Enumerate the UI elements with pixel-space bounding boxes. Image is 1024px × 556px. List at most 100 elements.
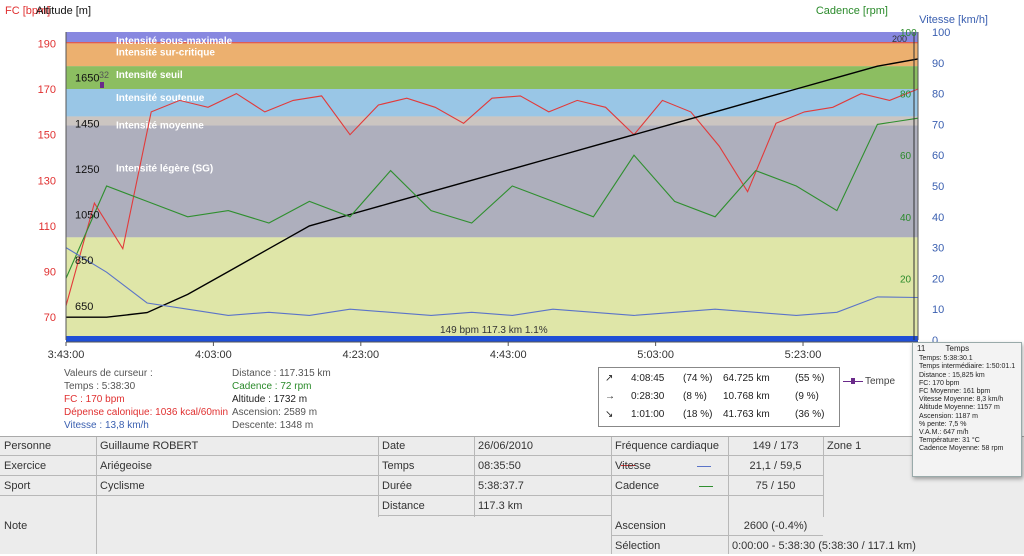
zone-label: Intensité légère (SG) — [116, 164, 213, 175]
fc-tick-label: 150 — [38, 130, 56, 142]
personne-value[interactable]: Guillaume ROBERT — [96, 437, 378, 456]
split-pct: (74 %) — [683, 373, 713, 384]
point-tooltip: 11 Temps Temps: 5:38:30.1 Temps intermédi… — [912, 342, 1022, 477]
cadence-tick-label: 100 — [900, 28, 917, 39]
divider — [474, 437, 475, 517]
fc-legend-line — [621, 464, 635, 466]
zone-band — [66, 116, 918, 126]
altitude-tick-label: 650 — [75, 301, 93, 313]
cadence-tick-label: 40 — [900, 213, 912, 224]
zone-label: Intensité soutenue — [116, 93, 205, 104]
selection-label: Sélection — [615, 540, 661, 552]
duree-label: Durée — [378, 477, 474, 496]
tooltip-line: V.A.M.: 647 m/h — [919, 429, 969, 437]
zone-label: Intensité seuil — [116, 70, 183, 81]
speed-tick-label: 10 — [932, 304, 944, 316]
speed-tick-label: 90 — [932, 58, 944, 70]
selection-value[interactable]: 0:00:00 - 5:38:30 (5:38:30 / 117.1 km) — [732, 540, 916, 552]
cursor-cadence: Cadence : 72 rpm — [232, 381, 312, 392]
fc-label: Fréquence cardiaque — [615, 440, 719, 452]
arrow-up-right-icon: ↗ — [605, 373, 614, 384]
speed-tick-label: 60 — [932, 150, 944, 162]
date-value[interactable]: 26/06/2010 — [474, 437, 611, 456]
tooltip-line: Vitesse Moyenne: 8,3 km/h — [919, 396, 1004, 404]
fc-tick-label: 170 — [38, 84, 56, 96]
speed-tick-label: 40 — [932, 212, 944, 224]
temps-label: Temps — [378, 457, 474, 476]
time-tick-label: 4:23:00 — [342, 349, 379, 361]
altitude-tick-label: 1050 — [75, 210, 99, 222]
split-row-flat: → 0:28:30 (8 %) 10.768 km (9 %) — [599, 388, 839, 406]
cadence-value: 75 / 150 — [728, 477, 823, 496]
fc-tick-label: 130 — [38, 175, 56, 187]
temps-value[interactable]: 08:35:50 — [474, 457, 611, 476]
speed-tick-label: 70 — [932, 119, 944, 131]
tooltip-line: Altitude Moyenne: 1157 m — [919, 404, 1000, 412]
series-layer: 32 200 149 bpm 117.3 km 1.1% — [65, 32, 919, 340]
arrow-down-right-icon: ↘ — [605, 409, 614, 420]
split-time: 1:01:00 — [631, 409, 665, 420]
split-dist: 10.768 km — [723, 391, 770, 402]
distance-value: 117.3 km — [474, 497, 611, 516]
temps-legend-marker — [851, 378, 855, 385]
sport-value[interactable]: Cyclisme — [96, 477, 378, 496]
split-pct: (8 %) — [683, 391, 707, 402]
cadence-axis-label: Cadence [rpm] — [815, 5, 888, 17]
duree-value: 5:38:37.7 — [474, 477, 611, 496]
vitesse-legend-line — [696, 465, 711, 467]
zone-value: Zone 1 — [823, 437, 913, 456]
tooltip-line: Temps intermédiaire: 1:50:01.1 — [919, 363, 1016, 371]
vitesse-label: Vitesse — [615, 460, 651, 472]
divider — [378, 437, 379, 517]
marker-label: 32 — [99, 70, 109, 80]
series-vitesse — [65, 247, 919, 316]
speed-tick-label: 20 — [932, 273, 944, 285]
zone-band-light — [66, 237, 918, 340]
vitesse-row-label: Vitesse — [611, 457, 728, 476]
tooltip-line: Température: 31 °C — [919, 437, 980, 445]
bottom-summary-text: 149 bpm 117.3 km 1.1% — [440, 325, 548, 336]
tooltip-line: FC Moyenne: 161 bpm — [919, 388, 991, 396]
speed-axis-label: Vitesse [km/h] — [919, 14, 988, 26]
time-tick-label: 4:03:00 — [195, 349, 232, 361]
arrow-right-icon: → — [605, 391, 615, 402]
split-time: 0:28:30 — [631, 391, 665, 402]
exercice-value[interactable]: Ariégeoise — [96, 457, 378, 476]
cursor-vitesse: Vitesse : 13,8 km/h — [64, 420, 149, 431]
fc-tick-label: 70 — [44, 312, 56, 324]
altitude-tick-label: 1450 — [75, 118, 99, 130]
time-bar — [66, 336, 918, 342]
time-tick-label: 5:03:00 — [637, 349, 674, 361]
split-dist: 64.725 km — [723, 373, 770, 384]
personne-label: Personne — [0, 437, 96, 456]
cursor-distance: Distance : 117.315 km — [232, 368, 331, 379]
tooltip-lines: Temps: 5:38:30.1 Temps intermédiaire: 1:5… — [913, 355, 1021, 453]
time-tick-label: 5:23:00 — [785, 349, 822, 361]
cursor-temps: Temps : 5:38:30 — [64, 381, 136, 392]
tooltip-index: 11 — [917, 344, 926, 353]
series-fc — [65, 88, 919, 306]
vitesse-value: 21,1 / 59,5 — [728, 457, 823, 476]
cadence-legend-line — [699, 485, 714, 487]
axis-layer: 1901701501301109070165014501250105085065… — [38, 27, 951, 361]
speed-tick-label: 80 — [932, 89, 944, 101]
split-dist: 41.763 km — [723, 409, 770, 420]
cadence-tick-label: 80 — [900, 90, 912, 101]
ascension-value: 2600 (-0.4%) — [728, 517, 823, 536]
tooltip-line: Ascension: 1187 m — [919, 412, 979, 420]
zone-band — [66, 43, 918, 67]
tooltip-line: Cadence Moyenne: 58 rpm — [919, 445, 1004, 453]
cadence-label: Cadence — [615, 480, 660, 492]
series-cadence — [65, 117, 919, 279]
cursor-altitude: Altitude : 1732 m — [232, 394, 308, 405]
series-altitude — [66, 58, 919, 318]
zone-band — [66, 66, 918, 90]
fc-value: 149 / 173 — [728, 437, 823, 456]
split-row-down: ↘ 1:01:00 (18 %) 41.763 km (36 %) — [599, 406, 839, 424]
zone-band — [66, 89, 918, 117]
speed-tick-label: 50 — [932, 181, 944, 193]
cursor-ascension: Ascension: 2589 m — [232, 407, 318, 418]
zone-label: Intensité moyenne — [116, 120, 204, 131]
